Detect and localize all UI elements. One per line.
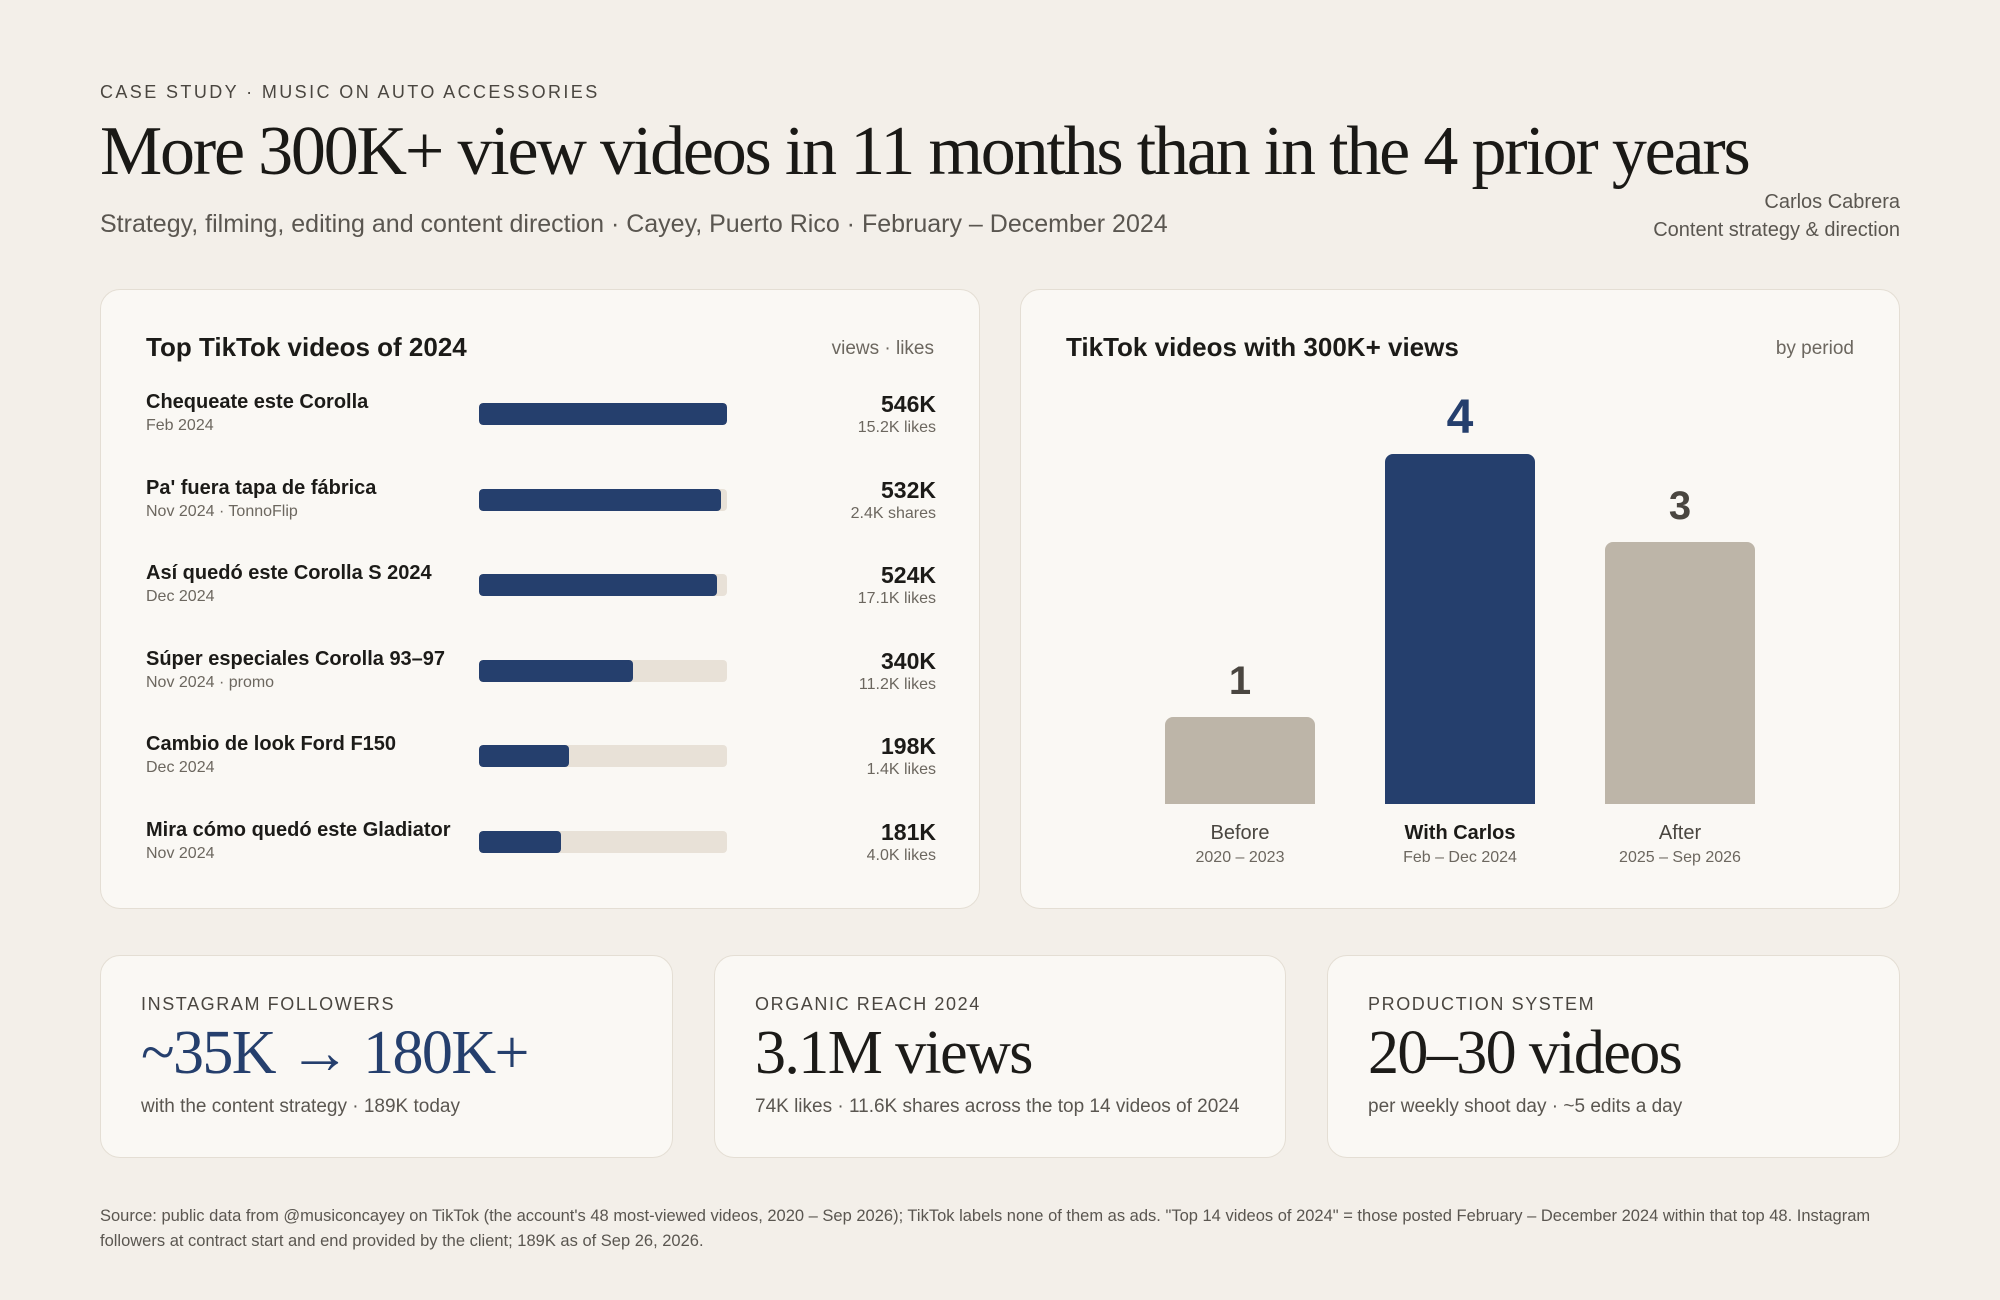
credit-name: Carlos Cabrera — [1764, 191, 1900, 213]
video-date: Dec 2024 — [146, 588, 215, 605]
video-date: Nov 2024 · promo — [146, 673, 275, 691]
top-videos-card: Top TikTok videos of 2024 views · likes … — [100, 289, 980, 909]
period-value: 3 — [1668, 483, 1692, 528]
video-bar-track — [479, 403, 727, 425]
video-title: Súper especiales Corolla 93–97 — [146, 647, 446, 670]
stat-card-instagram: INSTAGRAM FOLLOWERS ~35K → 180K+ with th… — [100, 955, 673, 1158]
period-bar — [1165, 716, 1315, 804]
period-value: 1 — [1228, 658, 1252, 703]
video-engagement: 11.2K likes — [858, 675, 936, 693]
video-bar-track — [479, 488, 727, 511]
stat-eyebrow: PRODUCTION SYSTEM — [1368, 994, 1596, 1014]
video-row: Chequeate este Corolla Feb 2024 546K 15.2K … — [146, 391, 936, 451]
video-bar-track — [479, 574, 727, 596]
video-engagement: 4.0K likes — [866, 846, 936, 864]
video-views: 181K — [881, 818, 936, 845]
period-value: 4 — [1446, 391, 1474, 444]
video-bar-track — [479, 745, 727, 767]
period-chart-title: TikTok videos with 300K+ views — [1066, 332, 1459, 362]
video-date: Feb 2024 — [146, 417, 214, 434]
video-row: Cambio de look Ford F150 Dec 2024 198K 1.4K… — [146, 733, 936, 793]
video-engagement: 15.2K likes — [857, 419, 936, 436]
period-chart-card: TikTok videos with 300K+ views by period… — [1020, 289, 1900, 909]
period-label: Before — [1210, 822, 1270, 844]
stat-note: with the content strategy · 189K today — [141, 1096, 460, 1117]
video-row: Así quedó este Corolla S 2024 Dec 2024 524… — [146, 562, 936, 622]
video-title: Pa' fuera tapa de fábrica — [146, 476, 377, 499]
video-engagement: 17.1K likes — [857, 590, 936, 607]
stat-value: 3.1M views — [755, 1019, 1033, 1087]
video-views: 198K — [881, 733, 936, 759]
period-range: 2020 – 2023 — [1195, 849, 1285, 866]
credit-role: Content strategy & direction — [1653, 219, 1900, 241]
period-bar — [1385, 454, 1535, 804]
video-engagement: 2.4K shares — [850, 504, 936, 522]
top-videos-title: Top TikTok videos of 2024 — [146, 332, 467, 362]
video-date: Nov 2024 · TonnoFlip — [146, 502, 298, 520]
page-subtitle: Strategy, filming, editing and content d… — [100, 210, 1168, 238]
stat-note: per weekly shoot day · ~5 edits a day — [1368, 1096, 1683, 1117]
video-title: Mira cómo quedó este Gladiator — [146, 818, 451, 841]
stat-value: 20–30 videos — [1368, 1019, 1683, 1087]
video-bar — [479, 574, 717, 596]
video-bar — [479, 488, 721, 511]
video-bar-track — [479, 830, 727, 853]
video-row: Mira cómo quedó este Gladiator Nov 2024 18… — [146, 819, 936, 879]
video-views: 524K — [881, 562, 936, 588]
top-videos-note: views · likes — [831, 338, 934, 359]
video-bar — [479, 830, 562, 853]
video-views: 340K — [881, 647, 936, 674]
stat-eyebrow: ORGANIC REACH 2024 — [755, 994, 981, 1014]
video-bar-track — [479, 659, 727, 682]
period-chart-note: by period — [1775, 338, 1854, 359]
stat-eyebrow: INSTAGRAM FOLLOWERS — [141, 994, 396, 1014]
video-bar — [479, 745, 569, 767]
stat-value: ~35K → 180K+ — [141, 1019, 529, 1087]
period-range: 2025 – Sep 2026 — [1619, 849, 1741, 866]
period-label: With Carlos — [1404, 822, 1516, 844]
stat-card-reach: ORGANIC REACH 2024 3.1M views 74K likes … — [714, 955, 1286, 1158]
source-note: Source: public data from @musiconcayey o… — [100, 1207, 1871, 1250]
video-bar — [479, 403, 727, 425]
page-title: More 300K+ view videos in 11 months than… — [100, 113, 1751, 190]
video-row: Súper especiales Corolla 93–97 Nov 2024 ·… — [146, 648, 936, 708]
video-title: Así quedó este Corolla S 2024 — [146, 562, 432, 584]
period-bar — [1605, 541, 1755, 804]
video-date: Dec 2024 — [146, 759, 215, 776]
period-label: After — [1658, 822, 1702, 844]
stat-note: 74K likes · 11.6K shares across the top … — [755, 1096, 1240, 1117]
video-bar — [479, 659, 634, 682]
credit: Carlos Cabrera Content strategy & direct… — [1653, 188, 1900, 244]
period-range: Feb – Dec 2024 — [1403, 849, 1517, 866]
video-title: Cambio de look Ford F150 — [146, 733, 397, 755]
video-title: Chequeate este Corolla — [146, 391, 369, 413]
stat-card-production: PRODUCTION SYSTEM 20–30 videos per weekl… — [1327, 955, 1900, 1158]
video-engagement: 1.4K likes — [866, 761, 936, 778]
video-date: Nov 2024 — [146, 844, 215, 862]
video-row: Pa' fuera tapa de fábrica Nov 2024 · Tonn… — [146, 477, 936, 537]
video-views: 546K — [881, 391, 936, 417]
video-views: 532K — [881, 476, 936, 503]
eyebrow: CASE STUDY · MUSIC ON AUTO ACCESSORIES — [100, 82, 600, 102]
